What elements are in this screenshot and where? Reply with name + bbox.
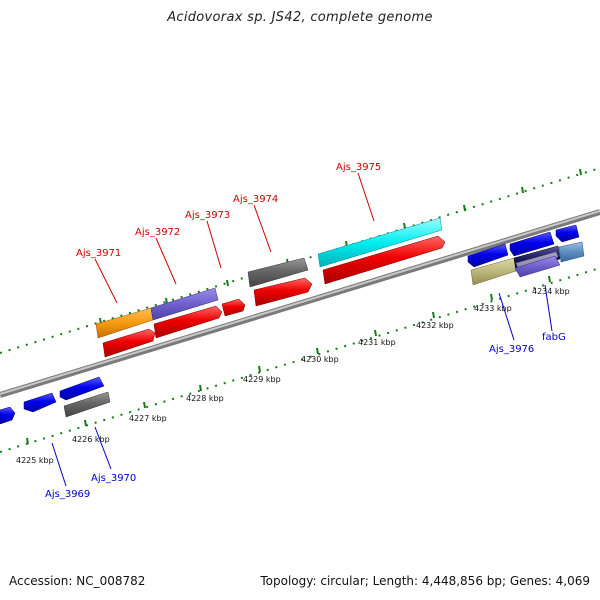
gene-label-ajs-3970[interactable]: Ajs_3970 — [91, 473, 136, 484]
gene-label-ajs-3972[interactable]: Ajs_3972 — [135, 227, 180, 238]
gene-label-ajs-3971[interactable]: Ajs_3971 — [76, 248, 121, 259]
forward-features — [95, 217, 446, 358]
kbp-label: 4231 kbp — [358, 338, 396, 347]
gene-label-ajs-3969[interactable]: Ajs_3969 — [45, 489, 90, 500]
gene-label-fabg[interactable]: fabG — [542, 332, 566, 343]
kbp-label: 4233 kbp — [474, 304, 512, 313]
gene-label-ajs-3976[interactable]: Ajs_3976 — [489, 344, 534, 355]
chromosome-axis — [0, 209, 600, 398]
kbp-label: 4226 kbp — [72, 435, 110, 444]
kbp-label: 4225 kbp — [16, 456, 54, 465]
reverse-features-left — [0, 376, 111, 425]
map-title: Acidovorax sp. JS42, complete genome — [167, 10, 433, 25]
kbp-label: 4228 kbp — [186, 394, 224, 403]
kbp-label: 4230 kbp — [301, 355, 339, 364]
label-leaders — [51, 172, 553, 487]
reverse-ruler — [0, 267, 600, 453]
gene-label-ajs-3975[interactable]: Ajs_3975 — [336, 162, 381, 173]
kbp-label: 4227 kbp — [129, 414, 167, 423]
forward-ruler — [0, 167, 600, 354]
gene-label-ajs-3974[interactable]: Ajs_3974 — [233, 194, 278, 205]
ruler-major-ticks — [26, 168, 582, 445]
gene-label-ajs-3973[interactable]: Ajs_3973 — [185, 210, 230, 221]
kbp-label: 4232 kbp — [416, 321, 454, 330]
kbp-label: 4229 kbp — [243, 375, 281, 384]
reverse-features-right — [467, 224, 585, 286]
genome-summary-text: Topology: circular; Length: 4,448,856 bp… — [260, 574, 590, 588]
kbp-label: 4234 kbp — [532, 287, 570, 296]
accession-text: Accession: NC_008782 — [9, 574, 146, 588]
